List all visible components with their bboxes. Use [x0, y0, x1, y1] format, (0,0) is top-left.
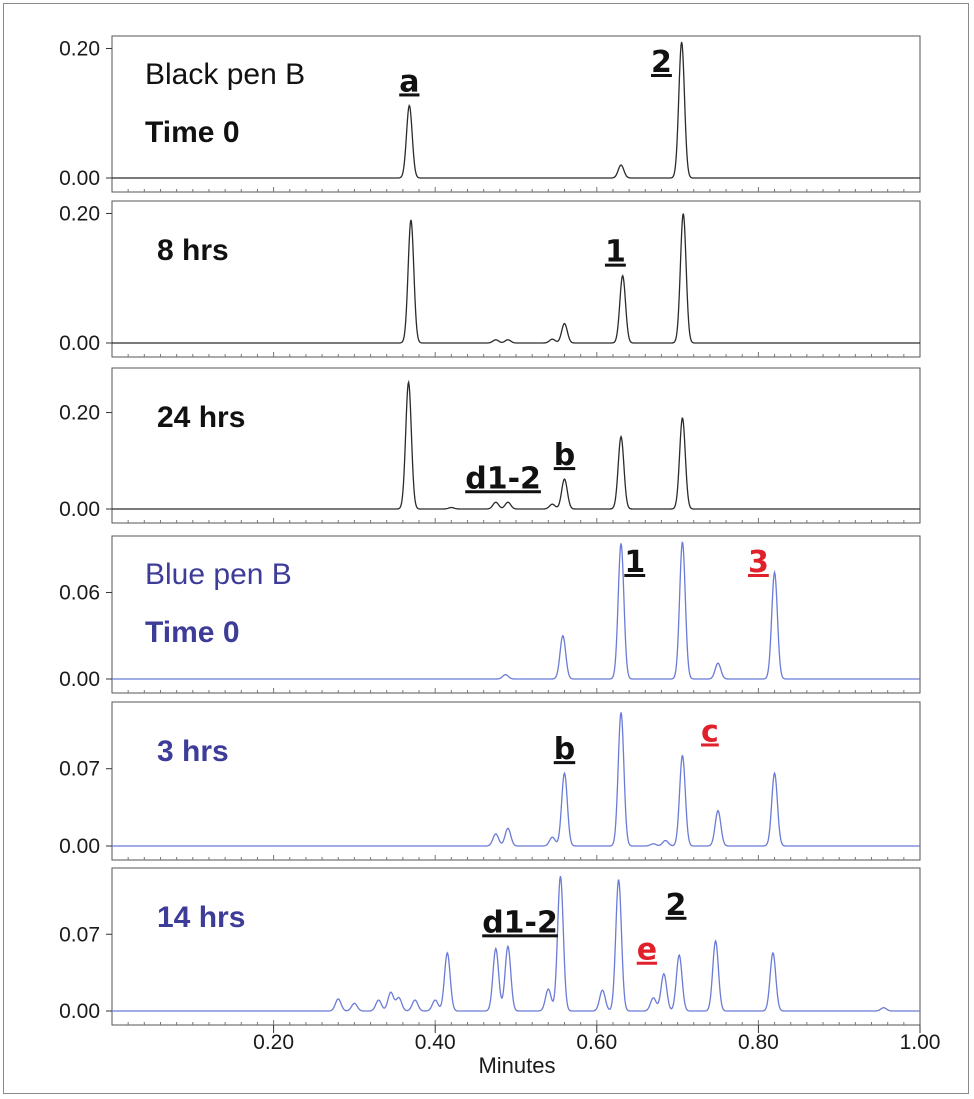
panel-6-annotation-2: d1-2: [482, 905, 558, 940]
panel-6-annotation-1: 2: [666, 888, 687, 923]
panel-3-frame: [111, 367, 921, 524]
panel-4-title: Blue pen B: [145, 558, 292, 591]
panel-4-annotation-1: 1: [624, 545, 645, 580]
panel-3-annotation-1: b: [554, 438, 575, 473]
panel-6-frame: [111, 867, 921, 1026]
panel-3-annotation-2: d1-2: [465, 461, 541, 496]
panel-1-ytick-label: 0.00: [59, 167, 100, 190]
panel-1-trace: [112, 41, 920, 179]
panel-1-annotation-1: a: [399, 64, 419, 99]
panel-4-subtitle: Time 0: [145, 616, 240, 649]
panel-3-ytick-label: 0.00: [59, 498, 100, 521]
panel-6-ytick-label: 0.07: [59, 923, 100, 946]
panel-6-subtitle: 14 hrs: [157, 901, 245, 934]
panel-1-frame: [111, 35, 921, 193]
panel-5-annotation-2: c: [701, 714, 719, 749]
panel-2-annotation-1: 1: [605, 235, 626, 270]
panel-1-title: Black pen B: [145, 58, 305, 91]
panel-5-ytick-label: 0.00: [59, 835, 100, 858]
panel-5-annotation-1: b: [554, 732, 575, 767]
x-tick-label: 0.60: [576, 1031, 617, 1054]
panel-2-subtitle: 8 hrs: [157, 234, 229, 267]
panel-3-trace: [112, 379, 920, 510]
panel-5-subtitle: 3 hrs: [157, 735, 229, 768]
panel-4-ytick-label: 0.06: [59, 581, 100, 604]
panel-2-trace: [112, 213, 920, 344]
panel-1-ytick-label: 0.20: [59, 37, 100, 60]
panel-3-ytick-label: 0.20: [59, 402, 100, 425]
panel-1-annotation-2: 2: [651, 45, 672, 80]
x-axis-label: Minutes: [478, 1053, 555, 1078]
panel-6-annotation-3: e: [637, 933, 657, 968]
panel-5-ytick-label: 0.07: [59, 758, 100, 781]
panel-2-ytick-label: 0.20: [59, 202, 100, 225]
panel-4-annotation-2: 3: [748, 545, 769, 580]
panel-6-ytick-label: 0.00: [59, 1000, 100, 1023]
x-tick-label: 0.80: [738, 1031, 779, 1054]
panel-2-ytick-label: 0.00: [59, 332, 100, 355]
panel-1-subtitle: Time 0: [145, 116, 240, 149]
panel-2-frame: [111, 200, 921, 358]
x-tick-label: 0.20: [253, 1031, 294, 1054]
panel-4-ytick-label: 0.00: [59, 668, 100, 691]
panel-5-trace: [112, 712, 920, 847]
panel-5-frame: [111, 701, 921, 861]
x-tick-label: 0.40: [415, 1031, 456, 1054]
panel-4-frame: [111, 535, 921, 694]
panel-4-trace: [112, 541, 920, 680]
x-tick-label: 1.00: [900, 1031, 941, 1054]
panel-3-subtitle: 24 hrs: [157, 401, 245, 434]
panel-6-trace: [112, 876, 920, 1012]
